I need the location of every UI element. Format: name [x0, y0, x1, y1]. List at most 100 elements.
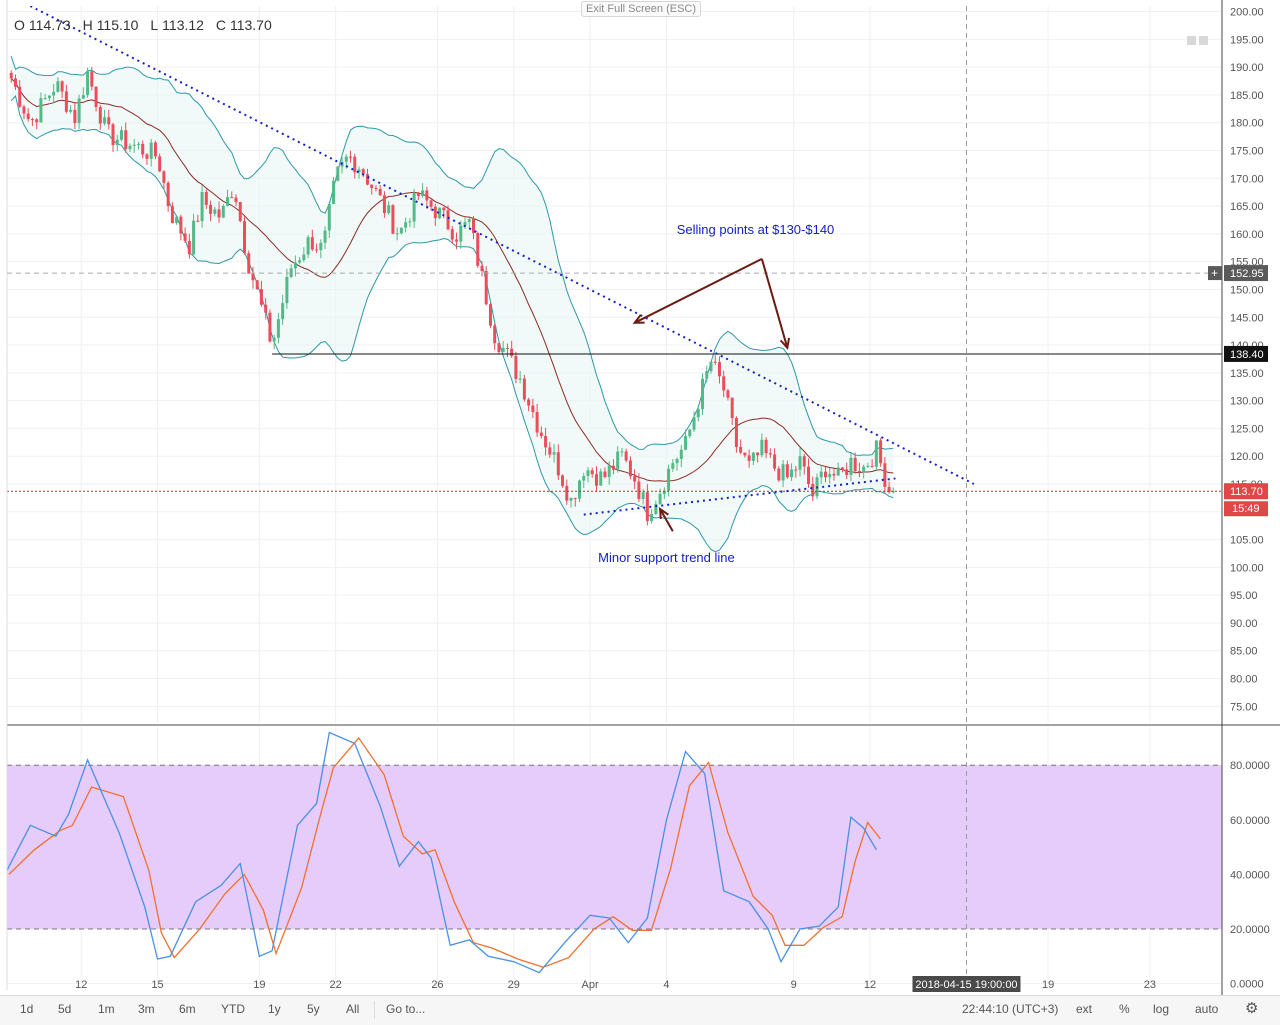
candle-body — [675, 458, 679, 464]
scale-log-button[interactable]: log — [1153, 1002, 1170, 1016]
y-tick-label: 160.00 — [1230, 229, 1264, 241]
x-tick-label: 19 — [1042, 979, 1054, 991]
y-tick-label: 170.00 — [1230, 173, 1264, 185]
osc-tick-label: 60.0000 — [1230, 815, 1270, 827]
candle-body — [709, 361, 713, 372]
range-5d-button[interactable]: 5d — [58, 1002, 72, 1016]
candle-body — [777, 468, 781, 481]
ohlc-low-value: 113.12 — [162, 17, 204, 33]
candle-body — [365, 174, 369, 185]
annotations: Selling points at $130-$140 Minor support… — [598, 222, 834, 565]
crosshair-time-text: 2018-04-15 19:00:00 — [915, 979, 1017, 991]
candle-body — [429, 200, 433, 207]
scale-auto-button[interactable]: auto — [1195, 1002, 1219, 1016]
x-tick-label: 12 — [864, 979, 876, 991]
y-tick-label: 200.00 — [1230, 7, 1264, 19]
scale-percent-button[interactable]: % — [1119, 1002, 1130, 1016]
gear-icon[interactable]: ⚙ — [1245, 1000, 1259, 1017]
candle-body — [849, 457, 853, 476]
candle-body — [823, 471, 827, 478]
candle-body — [315, 249, 319, 251]
x-tick-label: 22 — [330, 979, 342, 991]
candle-body — [187, 240, 191, 255]
exit-fullscreen-button[interactable]: Exit Full Screen (ESC) — [581, 1, 702, 17]
arrow-to-trendline — [634, 258, 763, 324]
candle-body — [565, 485, 569, 501]
candle-body — [450, 229, 454, 240]
goto-button[interactable]: Go to... — [386, 1002, 426, 1016]
candle-body — [573, 497, 577, 499]
candle-body — [891, 491, 895, 493]
candle-body — [624, 451, 628, 461]
candle-body — [713, 361, 717, 363]
candle-body — [734, 417, 738, 447]
x-tick-label: 4 — [663, 979, 669, 991]
candle-body — [378, 188, 382, 196]
restore-pane-icon[interactable] — [1187, 36, 1196, 45]
x-tick-label: 9 — [791, 979, 797, 991]
y-tick-label: 175.00 — [1230, 146, 1264, 158]
candle-body — [883, 463, 887, 487]
range-ytd-button[interactable]: YTD — [221, 1002, 245, 1016]
y-tick-label: 145.00 — [1230, 312, 1264, 324]
candle-body — [332, 180, 336, 205]
candle-body — [226, 197, 230, 206]
osc-tick-label: 20.0000 — [1230, 924, 1270, 936]
range-5y-button[interactable]: 5y — [307, 1002, 320, 1016]
range-1y-button[interactable]: 1y — [268, 1002, 281, 1016]
candle-body — [319, 242, 323, 251]
candle-body — [527, 399, 531, 406]
pane-controls[interactable] — [1187, 36, 1211, 48]
range-6m-button[interactable]: 6m — [179, 1002, 196, 1016]
candle-body — [170, 206, 174, 224]
candle-body — [773, 454, 777, 469]
scale-ext-button[interactable]: ext — [1076, 1002, 1093, 1016]
range-3m-button[interactable]: 3m — [138, 1002, 155, 1016]
arrow-to-resistance-head — [779, 337, 791, 351]
candle-body — [845, 469, 849, 476]
candle-body — [645, 492, 649, 522]
candle-body — [531, 405, 535, 413]
candle-body — [374, 188, 378, 190]
candle-body — [539, 432, 543, 436]
crosshair-time-label — [912, 976, 1021, 992]
candle-body — [52, 91, 56, 96]
candle-body — [22, 106, 26, 114]
candle-body — [616, 451, 620, 470]
range-1m-button[interactable]: 1m — [98, 1002, 115, 1016]
candle-body — [47, 95, 51, 99]
candle-body — [404, 222, 408, 228]
candle-body — [259, 289, 263, 305]
chart-canvas[interactable]: 12 15 19 22 26 29 Apr 4 9 12 19 23 75.00 80.00 85.00 90… — [0, 0, 1280, 995]
candle-body — [94, 86, 98, 108]
candle-body — [751, 452, 755, 461]
candle-body — [717, 361, 721, 377]
candle-body — [357, 169, 361, 173]
range-1d-button[interactable]: 1d — [20, 1002, 34, 1016]
candle-body — [696, 409, 700, 418]
y-tick-label: 100.00 — [1230, 562, 1264, 574]
candle-body — [658, 493, 662, 504]
maximize-pane-icon[interactable] — [1199, 36, 1208, 45]
y-tick-label: 130.00 — [1230, 396, 1264, 408]
candle-body — [230, 197, 234, 199]
candle-body — [874, 440, 878, 467]
candle-body — [192, 220, 196, 255]
candle-body — [684, 436, 688, 450]
candle-body — [544, 435, 548, 448]
range-all-button[interactable]: All — [346, 1002, 360, 1016]
main-grid — [7, 6, 1222, 723]
price-label-box — [1224, 483, 1268, 500]
candle-body — [594, 474, 598, 486]
candle-body — [298, 260, 302, 263]
y-tick-label: 195.00 — [1230, 34, 1264, 46]
x-tick-label: 19 — [253, 979, 265, 991]
annotation-selling-points: Selling points at $130-$140 — [677, 222, 835, 237]
candle-body — [35, 119, 39, 123]
candle-body — [700, 378, 704, 410]
bollinger-upper — [10, 56, 894, 456]
y-tick-label: 135.00 — [1230, 368, 1264, 380]
y-tick-label: 85.00 — [1230, 646, 1258, 658]
candle-body — [179, 216, 183, 234]
candle-body — [86, 71, 90, 96]
